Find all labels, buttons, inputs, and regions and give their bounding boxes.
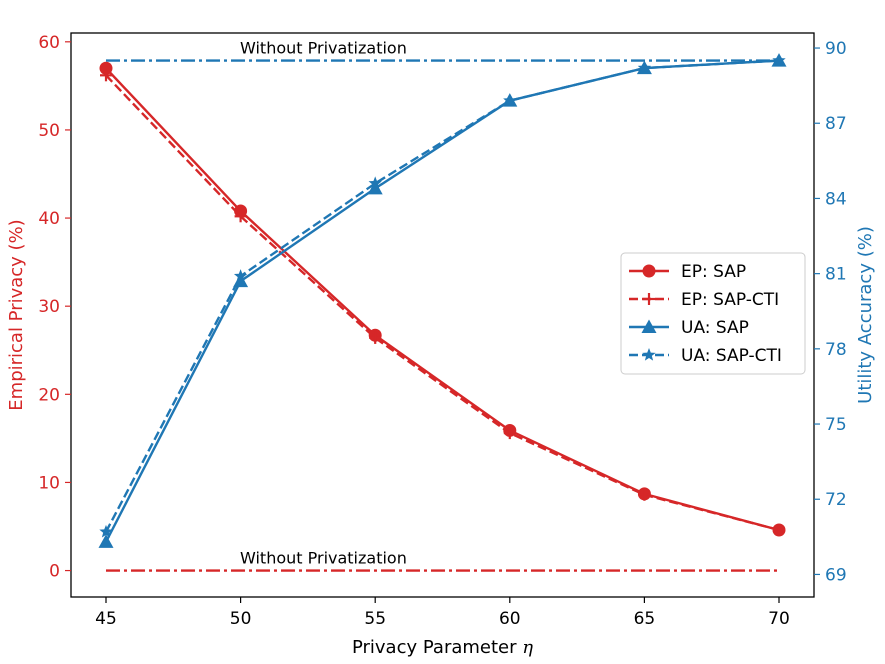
x-tick-label: 55 <box>364 609 386 629</box>
left-tick-label: 40 <box>38 209 60 229</box>
legend-box <box>620 252 806 375</box>
x-tick-label: 65 <box>634 609 656 629</box>
x-tick-label: 60 <box>499 609 521 629</box>
legend: EP: SAP EP: SAP-CTI UA: SAP UA: SAP-CTI <box>620 252 806 375</box>
legend-entry: UA: SAP <box>629 318 749 338</box>
legend-label: EP: SAP <box>681 262 746 282</box>
legend-label: UA: SAP-CTI <box>681 346 782 366</box>
x-tick-label: 50 <box>230 609 252 629</box>
data-point <box>773 524 786 537</box>
data-point <box>503 93 517 107</box>
left-tick-label: 0 <box>49 562 60 582</box>
series-line <box>104 59 780 533</box>
data-point <box>99 61 113 75</box>
left-tick-label: 50 <box>38 121 60 141</box>
data-point <box>638 488 651 501</box>
data-point <box>772 53 786 67</box>
data-point <box>98 534 114 548</box>
x-axis: 45 50 55 60 65 70 Privacy Parameter η <box>95 597 790 658</box>
left-tick-label: 10 <box>38 473 60 493</box>
legend-entry: EP: SAP <box>629 262 746 282</box>
data-point <box>99 69 112 82</box>
data-point <box>369 331 382 344</box>
series-ep-sap-cti <box>99 69 786 537</box>
right-tick-label: 81 <box>825 265 847 285</box>
data-point <box>99 524 113 538</box>
left-tick-label: 20 <box>38 385 60 405</box>
left-y-axis: 0 10 20 30 40 50 60 Empirical Privacy (%) <box>6 33 71 582</box>
reference-line-label: Without Privatization <box>240 549 407 568</box>
data-point <box>233 269 248 282</box>
left-tick-label: 60 <box>38 33 60 53</box>
right-tick-label: 84 <box>825 189 847 209</box>
legend-entry: UA: SAP-CTI <box>629 346 782 366</box>
series-line <box>105 67 780 532</box>
left-axis-title: Empirical Privacy (%) <box>6 219 27 410</box>
legend-marker <box>641 319 657 333</box>
right-tick-label: 72 <box>825 490 847 510</box>
reference-lines: Without Privatization Without Privatizati… <box>105 39 780 572</box>
legend-marker <box>643 293 655 305</box>
right-tick-label: 87 <box>825 114 847 134</box>
x-tick-label: 45 <box>95 609 117 629</box>
series-layer <box>98 53 787 548</box>
legend-marker <box>642 264 656 278</box>
right-tick-label: 90 <box>825 39 847 59</box>
legend-label: EP: SAP-CTI <box>681 290 779 310</box>
data-point <box>368 176 382 190</box>
data-point <box>367 180 383 195</box>
x-axis-title: Privacy Parameter η <box>352 637 533 658</box>
left-tick-label: 30 <box>38 297 60 317</box>
right-tick-label: 75 <box>825 415 847 435</box>
right-axis-title: Utility Accuracy (%) <box>855 226 876 404</box>
series-ua-sap-cti <box>99 53 786 538</box>
legend-marker <box>642 348 656 361</box>
series-line <box>105 74 780 532</box>
data-point <box>503 427 516 440</box>
right-y-axis: 69 72 75 78 81 84 87 90 Utility Accuracy (%) <box>814 39 876 585</box>
data-point <box>637 61 652 74</box>
legend-entry: EP: SAP-CTI <box>629 290 779 310</box>
right-tick-label: 78 <box>825 340 847 360</box>
plot-frame <box>70 32 815 598</box>
plot-area <box>70 32 815 598</box>
data-point <box>234 210 247 223</box>
right-tick-label: 69 <box>825 565 847 585</box>
x-tick-label: 70 <box>768 609 790 629</box>
legend-label: UA: SAP <box>681 318 749 338</box>
reference-line-label: Without Privatization <box>240 39 407 58</box>
